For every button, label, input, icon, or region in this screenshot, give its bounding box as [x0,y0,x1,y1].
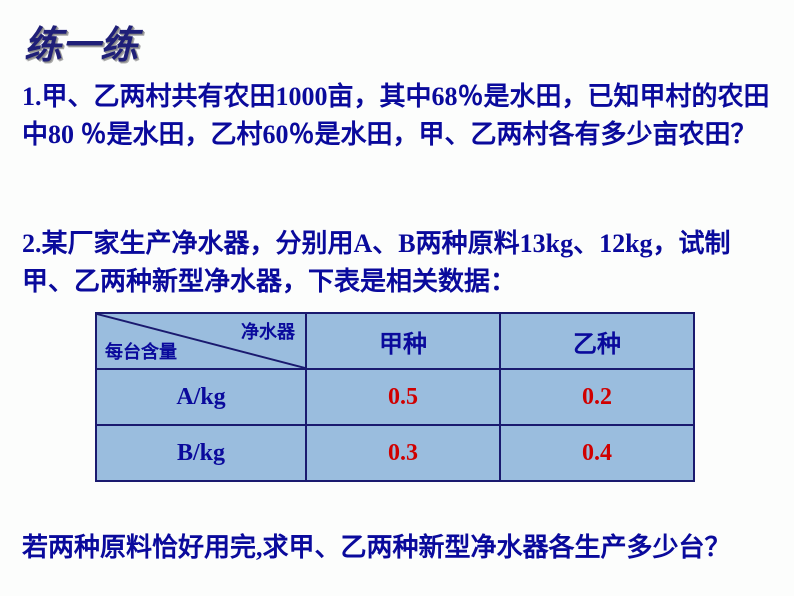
row-label: A/kg [96,369,306,425]
table-row: A/kg 0.5 0.2 [96,369,694,425]
row-label: B/kg [96,425,306,481]
question-1-num: 1. [22,82,42,111]
col-header-1: 甲种 [306,313,500,369]
question-2-num: 2. [22,229,42,258]
cell-value: 0.5 [306,369,500,425]
col-header-2: 乙种 [500,313,694,369]
cell-value: 0.3 [306,425,500,481]
diag-header-bottom: 每台含量 [105,338,177,364]
page-title: 练一练 [24,14,138,69]
question-2-intro: 2.某厂家生产净水器，分别用A、B两种原料13kg、12kg，试制甲、乙两种新型… [22,225,772,300]
table-diag-header: 净水器 每台含量 [96,313,306,369]
data-table: 净水器 每台含量 甲种 乙种 A/kg 0.5 0.2 B/kg 0.3 0.4 [95,312,695,482]
question-2-text-a: 某厂家生产净水器，分别用A、B两种原料13kg、12kg，试制甲、乙两种新型净水… [22,229,731,296]
table-header-row: 净水器 每台含量 甲种 乙种 [96,313,694,369]
cell-value: 0.4 [500,425,694,481]
cell-value: 0.2 [500,369,694,425]
question-1: 1.甲、乙两村共有农田1000亩，其中68％是水田，已知甲村的农田中80 ％是水… [22,78,772,153]
question-2-tail: 若两种原料恰好用完,求甲、乙两种新型净水器各生产多少台？ [22,530,772,566]
diag-header-top: 净水器 [241,318,295,344]
table-row: B/kg 0.3 0.4 [96,425,694,481]
question-1-text: 甲、乙两村共有农田1000亩，其中68％是水田，已知甲村的农田中80 ％是水田，… [22,82,770,149]
